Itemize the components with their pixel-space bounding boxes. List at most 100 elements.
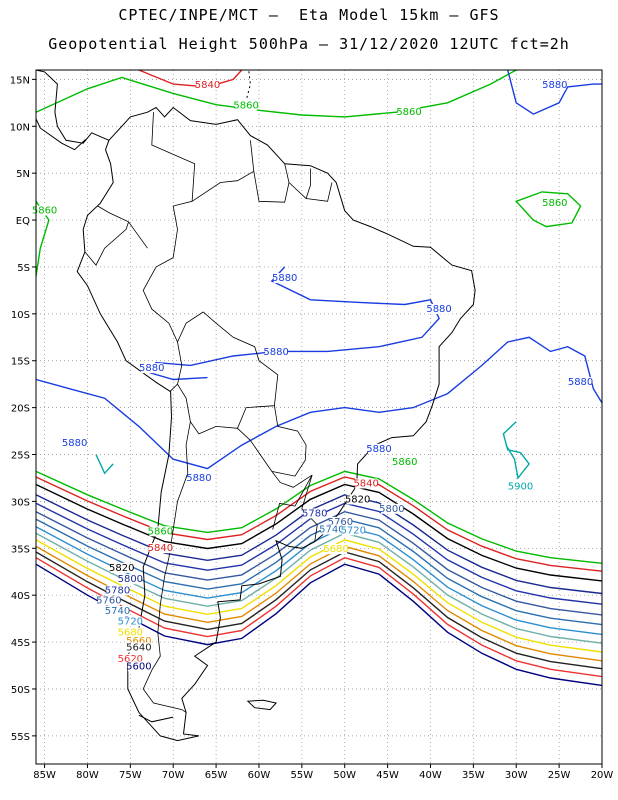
contour-label: 5880: [272, 273, 297, 284]
axis-ticks: 15N 10N 5N EQ 5S 10S 15S 20S 25S 30S 35S 40S 45S 50S 5…: [10, 75, 614, 781]
country-border-segment: [288, 168, 311, 200]
lon-tick-label: 40W: [419, 770, 442, 781]
contour-label: 5880: [568, 377, 593, 388]
contour-label: 5780: [105, 585, 130, 596]
lon-tick-label: 30W: [505, 770, 528, 781]
contour-label: 5900: [508, 481, 533, 492]
lat-tick-label: 20S: [11, 404, 30, 415]
lon-tick-label: 50W: [333, 770, 356, 781]
contour-label: 5880: [426, 304, 451, 315]
contour-label-bg: [428, 304, 451, 315]
contour-label: 5880: [263, 347, 288, 358]
contour-label-bg: [303, 508, 326, 519]
lat-tick-label: 30S: [11, 497, 30, 508]
country-border-segment: [84, 221, 129, 266]
contour-label-bg: [273, 273, 296, 284]
map-title-line-1: CPTEC/INPE/MCT – Eta Model 15km – GFS: [118, 6, 500, 24]
contour-label: 5800: [118, 574, 143, 585]
contour-label-bg: [368, 443, 391, 454]
contour-label: 5880: [366, 444, 391, 455]
contour-label: 5680: [118, 628, 143, 639]
contour-label: 5880: [139, 363, 164, 374]
lon-tick-label: 85W: [33, 770, 56, 781]
contour-label: 5820: [109, 563, 134, 574]
contour-label-bg: [393, 456, 416, 467]
country-border-segment: [151, 112, 196, 258]
contour-label: 5740: [105, 606, 130, 617]
contour-label-bg: [342, 525, 365, 536]
contour-5640: [35, 551, 603, 670]
contour-label: 5780: [302, 508, 327, 519]
contour-label: 5600: [126, 661, 151, 672]
contour-label-bg: [119, 574, 142, 585]
country-border-segment: [142, 421, 191, 713]
contour-5860-north: [35, 69, 517, 118]
country-border-segment: [142, 257, 183, 392]
contour-label: 5860: [396, 107, 421, 118]
contour-labels: 5840586058605880586058605880588058805880…: [32, 79, 593, 672]
map-title-line-2: Geopotential Height 500hPa – 31/12/2020 …: [48, 35, 570, 53]
contour-5860-east-cell: [514, 191, 582, 228]
contour-label: 5860: [32, 206, 57, 217]
contour-label: 5820: [345, 494, 370, 505]
contour-label: 5880: [186, 473, 211, 484]
contour-label-bg: [509, 481, 532, 492]
contour-label-bg: [543, 79, 566, 90]
contour-label-bg: [265, 347, 288, 358]
contour-label-bg: [63, 438, 86, 449]
country-borders: [84, 112, 333, 713]
lon-tick-label: 45W: [376, 770, 399, 781]
contour-5880-north: [507, 69, 602, 115]
lat-tick-label: EQ: [16, 216, 30, 227]
contour-label-bg: [380, 503, 403, 514]
contour-label-bg: [127, 642, 150, 653]
country-border-segment: [191, 140, 255, 202]
country-border-segment: [306, 182, 333, 202]
contour-label-bg: [140, 363, 163, 374]
country-border-segment: [271, 471, 313, 530]
lon-tick-label: 70W: [162, 770, 185, 781]
contour-label-bg: [127, 636, 150, 647]
contour-label: 5800: [379, 504, 404, 515]
contour-label-bg: [119, 627, 142, 638]
lat-tick-label: 10N: [10, 122, 30, 133]
contour-label-bg: [106, 585, 129, 596]
contour-5720: [35, 525, 603, 636]
contour-5760: [35, 510, 603, 616]
country-border-segment: [97, 205, 148, 249]
contour-5600: [35, 563, 603, 687]
contour-label: 5880: [62, 438, 87, 449]
contour-label: 5660: [126, 636, 151, 647]
contour-5840: [35, 476, 603, 572]
contour-5880-south: [35, 336, 603, 470]
contour-label: 5640: [126, 643, 151, 654]
contour-label: 5680: [323, 544, 348, 555]
lon-tick-label: 60W: [248, 770, 271, 781]
contour-label-bg: [127, 661, 150, 672]
contour-label-bg: [110, 562, 133, 573]
lat-tick-label: 40S: [11, 591, 30, 602]
lat-tick-label: 45S: [11, 638, 30, 649]
lat-tick-label: 25S: [11, 451, 30, 462]
contour-5700: [35, 532, 603, 644]
contour-label: 5860: [542, 198, 567, 209]
contour-5820: [35, 483, 603, 582]
contour-label: 5720: [118, 616, 143, 627]
contour-label-bg: [235, 100, 258, 111]
contour-label: 5860: [148, 526, 173, 537]
country-border-segment: [253, 163, 290, 203]
lon-tick-label: 25W: [548, 770, 571, 781]
contour-5900-west: [95, 454, 114, 475]
contour-label: 5840: [195, 80, 220, 91]
central-america-coastline: [35, 69, 110, 144]
country-border-segment: [237, 405, 307, 477]
map-frame: [35, 69, 603, 765]
lat-tick-label: 50S: [11, 685, 30, 696]
contour-label-bg: [543, 198, 566, 209]
contour-label: 5860: [392, 457, 417, 468]
contour-label: 5840: [353, 478, 378, 489]
contour-5840-north: [138, 69, 243, 88]
contour-label-bg: [187, 472, 210, 483]
lat-tick-label: 35S: [11, 544, 30, 555]
contour-label: 5860: [233, 101, 258, 112]
